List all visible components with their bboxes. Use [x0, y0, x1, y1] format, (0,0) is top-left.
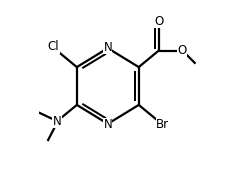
Text: Cl: Cl [48, 40, 59, 53]
Text: N: N [53, 115, 62, 128]
Text: N: N [104, 41, 112, 54]
Text: O: O [178, 44, 187, 57]
Text: Br: Br [156, 118, 170, 131]
Text: O: O [154, 15, 163, 28]
Text: N: N [104, 118, 112, 131]
